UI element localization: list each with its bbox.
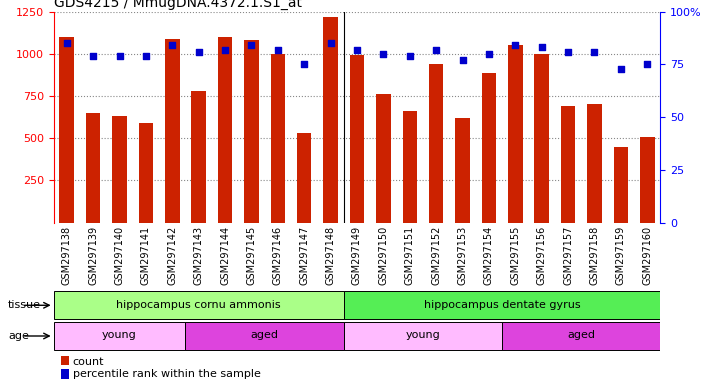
Bar: [54, 291, 344, 319]
Bar: [344, 291, 660, 319]
Point: [483, 51, 495, 57]
Bar: [376, 94, 391, 223]
Bar: [350, 55, 364, 223]
Point: [457, 57, 468, 63]
Bar: [535, 54, 549, 223]
Point: [615, 65, 627, 71]
Point: [166, 42, 178, 48]
Point: [140, 53, 151, 59]
Text: aged: aged: [568, 330, 595, 340]
Bar: [191, 91, 206, 223]
Bar: [86, 113, 101, 223]
Point: [87, 53, 99, 59]
Point: [510, 42, 521, 48]
Bar: [429, 64, 443, 223]
Bar: [482, 73, 496, 223]
Bar: [186, 322, 344, 350]
Point: [61, 40, 72, 46]
Text: hippocampus dentate gyrus: hippocampus dentate gyrus: [424, 300, 580, 310]
Bar: [54, 322, 186, 350]
Bar: [613, 147, 628, 223]
Point: [272, 46, 283, 53]
Point: [378, 51, 389, 57]
Bar: [271, 54, 285, 223]
Bar: [502, 322, 660, 350]
Point: [193, 49, 204, 55]
Bar: [508, 45, 523, 223]
Bar: [218, 37, 232, 223]
Bar: [640, 137, 655, 223]
Point: [563, 49, 574, 55]
Bar: [323, 17, 338, 223]
Bar: [112, 116, 127, 223]
Text: hippocampus cornu ammonis: hippocampus cornu ammonis: [116, 300, 281, 310]
Point: [431, 46, 442, 53]
Bar: [403, 111, 417, 223]
Text: GDS4215 / MmugDNA.4372.1.S1_at: GDS4215 / MmugDNA.4372.1.S1_at: [54, 0, 301, 10]
Text: tissue: tissue: [8, 300, 41, 310]
Text: percentile rank within the sample: percentile rank within the sample: [73, 369, 261, 379]
Bar: [297, 133, 311, 223]
Point: [589, 49, 600, 55]
Point: [246, 42, 257, 48]
Bar: [344, 322, 502, 350]
Point: [351, 46, 363, 53]
Text: young: young: [406, 330, 441, 340]
Point: [404, 53, 416, 59]
Point: [325, 40, 336, 46]
Bar: [139, 123, 154, 223]
Point: [642, 61, 653, 68]
Text: count: count: [73, 357, 104, 367]
Bar: [456, 118, 470, 223]
Point: [114, 53, 125, 59]
Bar: [587, 104, 602, 223]
Text: age: age: [8, 331, 29, 341]
Text: aged: aged: [251, 330, 278, 340]
Text: young: young: [102, 330, 137, 340]
Point: [536, 44, 548, 50]
Bar: [165, 38, 179, 223]
Bar: [59, 37, 74, 223]
Point: [298, 61, 310, 68]
Bar: [560, 106, 575, 223]
Point: [219, 46, 231, 53]
Bar: [244, 40, 258, 223]
